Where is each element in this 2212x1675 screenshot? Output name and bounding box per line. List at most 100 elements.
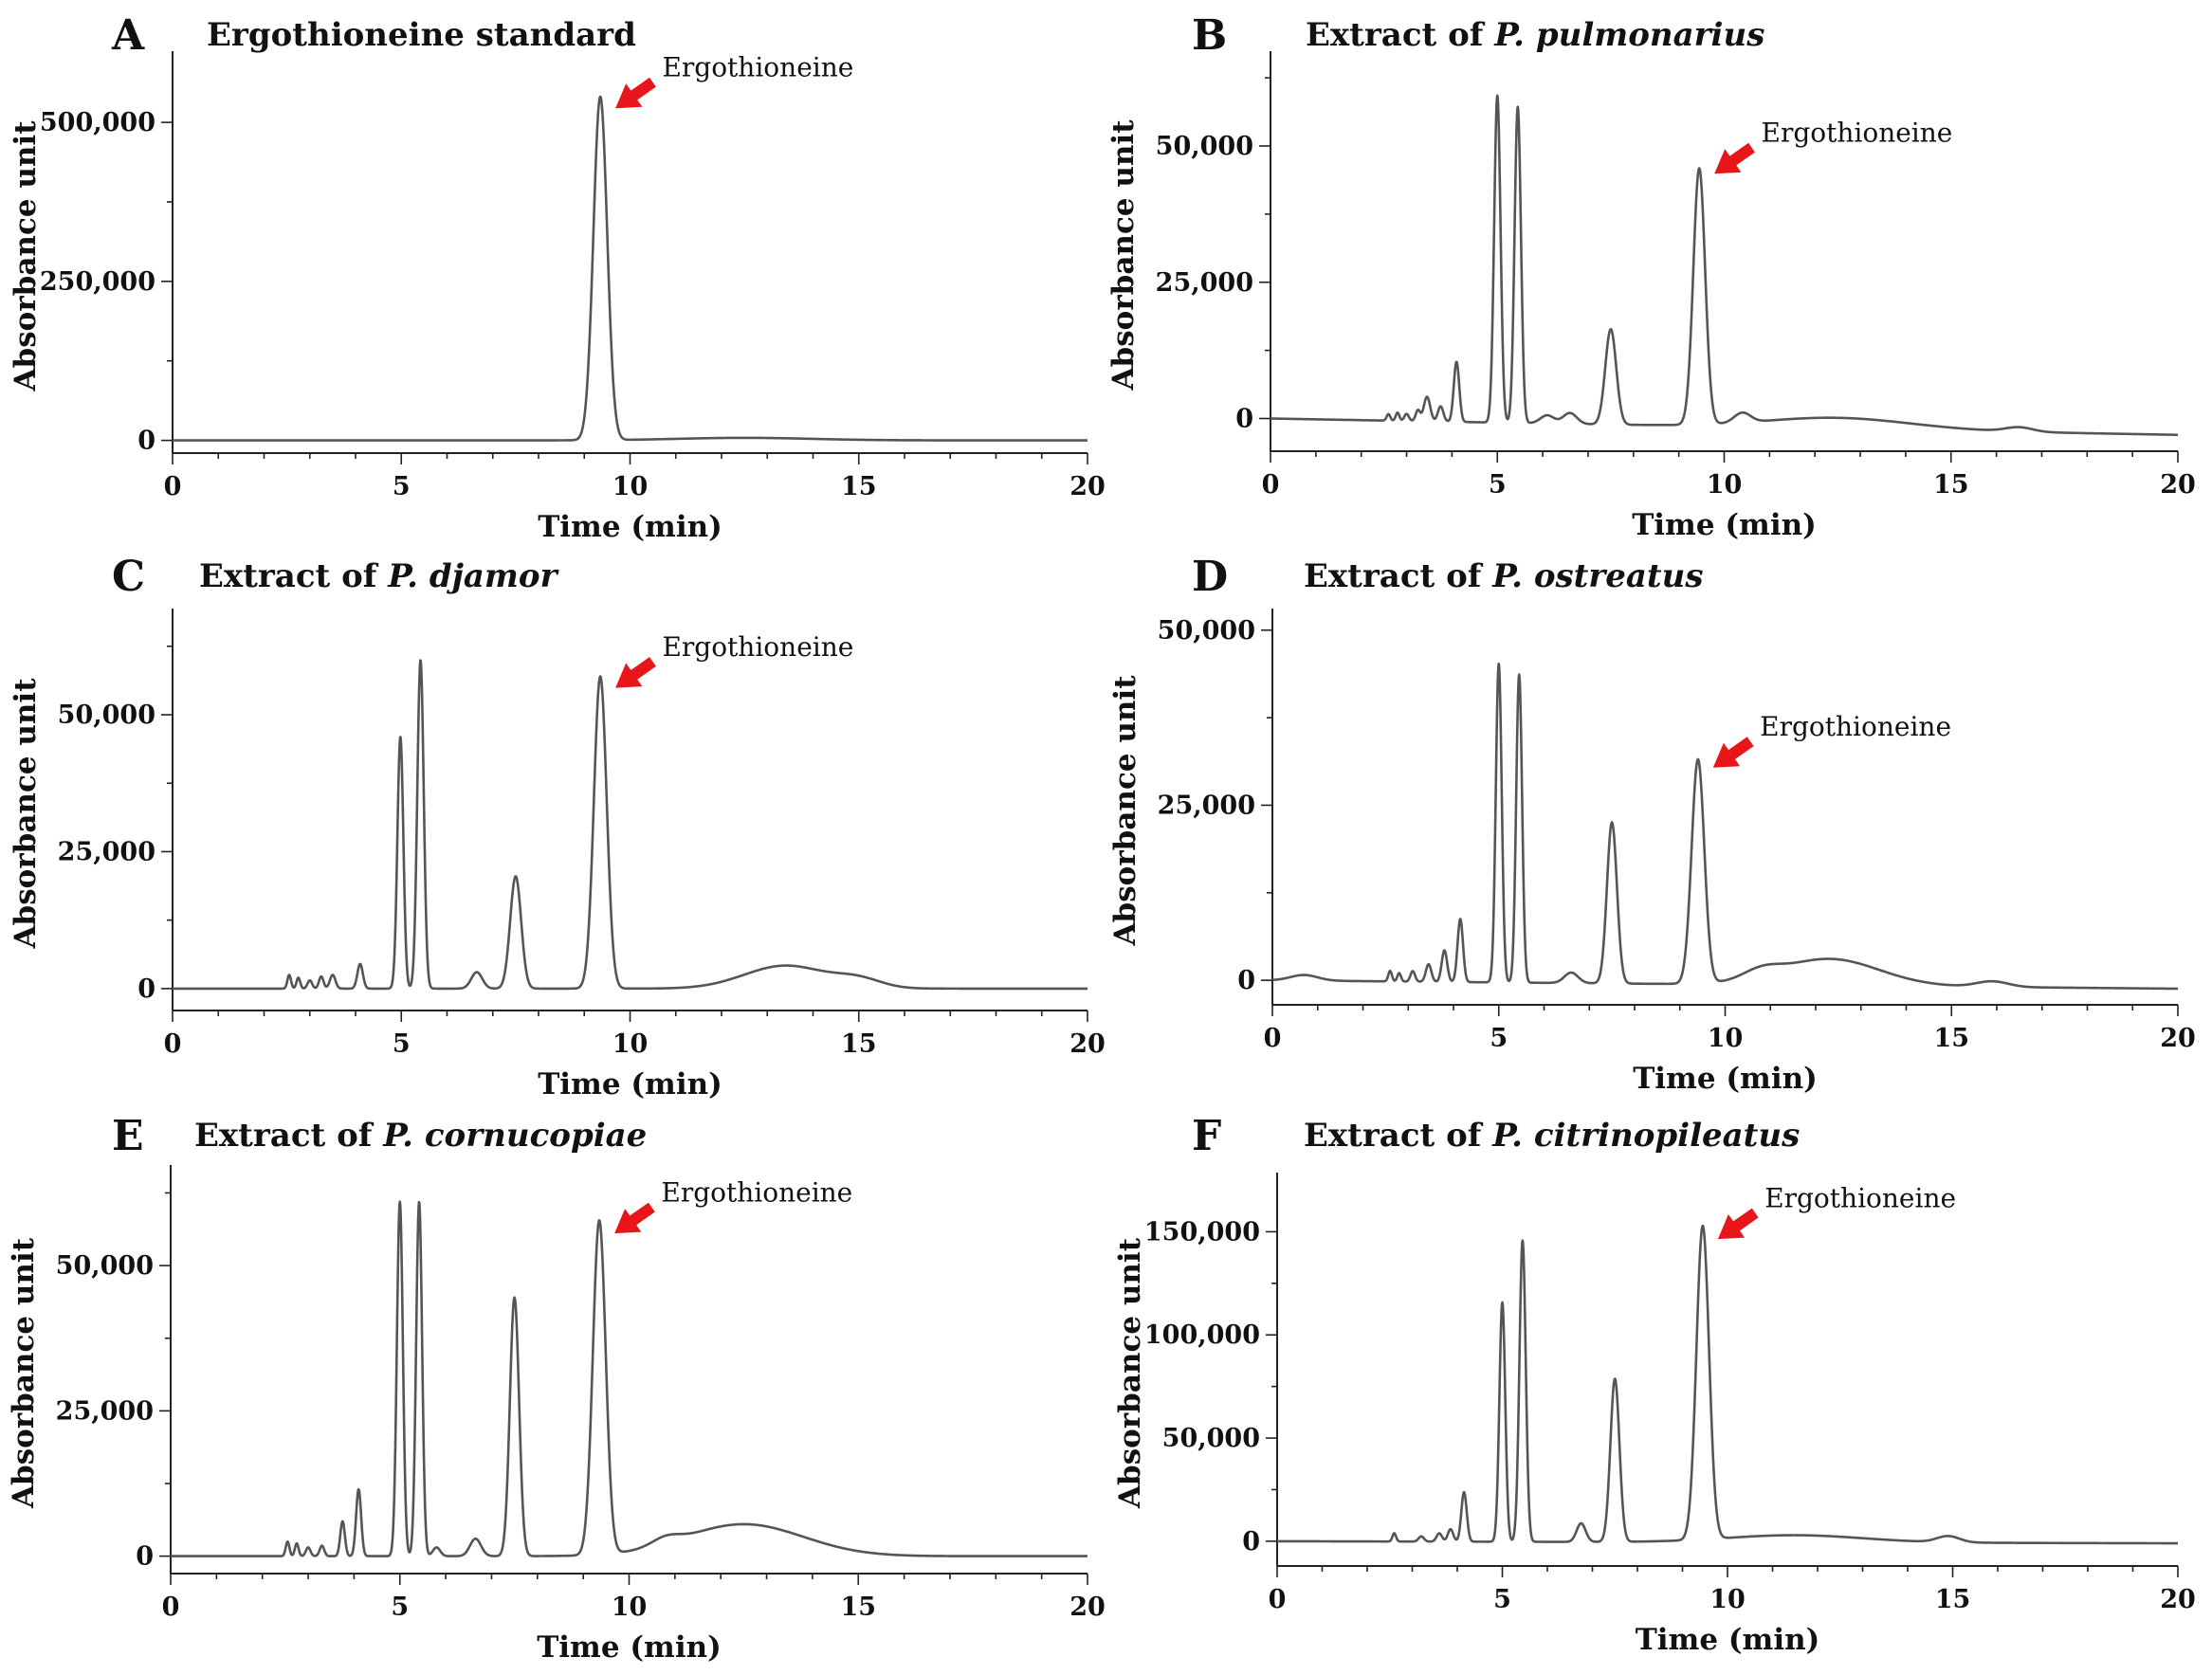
x-tick-label: 5 xyxy=(393,472,411,501)
chromatogram-trace xyxy=(1270,94,2179,437)
x-tick-label: 5 xyxy=(393,1029,411,1059)
ergothioneine-arrow-icon xyxy=(1717,1208,1759,1240)
x-tick-label: 0 xyxy=(1269,1585,1287,1614)
x-tick-label: 5 xyxy=(1489,470,1507,500)
y-tick-label: 25,000 xyxy=(56,1396,154,1426)
x-tick-label: 20 xyxy=(1069,472,1106,501)
panel-letter: B xyxy=(1192,11,1227,60)
y-axis-label: Absorbance unit xyxy=(1113,1237,1147,1509)
panel-letter: A xyxy=(111,11,145,60)
x-axis-label: Time (min) xyxy=(538,510,722,544)
x-tick-label: 0 xyxy=(1264,1024,1282,1053)
y-tick-label: 50,000 xyxy=(1158,616,1255,646)
x-tick-label: 5 xyxy=(391,1593,409,1622)
y-tick-label: 50,000 xyxy=(1156,132,1253,161)
panel-title-text: Extract of xyxy=(1304,557,1492,595)
x-tick-label: 20 xyxy=(2160,1585,2196,1614)
x-axis-label: Time (min) xyxy=(538,1067,722,1101)
panel-b: B Extract of P. pulmonarius 0 5 10 15 20 0 25,00… xyxy=(1106,11,2196,542)
panel-title: Extract of P. pulmonarius xyxy=(1306,16,1764,54)
ergothioneine-peak-label: Ergothioneine xyxy=(1760,711,1951,742)
x-tick-label: 5 xyxy=(1490,1024,1508,1053)
panel-e: E Extract of P. cornucopiae 0 5 10 15 20 0 25,00… xyxy=(7,1112,1106,1665)
y-tick-label: 0 xyxy=(1242,1527,1260,1557)
ergothioneine-arrow-icon xyxy=(1714,142,1755,174)
y-tick-label: 25,000 xyxy=(58,837,155,866)
panel-a: A Ergothioneine standard 0 5 10 15 20 0 250,000 5… xyxy=(9,11,1106,544)
panel-title-text: Ergothioneine standard xyxy=(207,16,636,54)
ergothioneine-peak-label: Ergothioneine xyxy=(1762,118,1953,149)
x-tick-label: 10 xyxy=(612,1593,648,1622)
x-tick-label: 0 xyxy=(164,472,182,501)
x-tick-label: 20 xyxy=(2160,470,2196,500)
x-tick-label: 20 xyxy=(1069,1593,1106,1622)
y-tick-label: 0 xyxy=(137,427,155,456)
y-tick-label: 25,000 xyxy=(1156,268,1253,298)
y-axis-label: Absorbance unit xyxy=(1108,675,1143,947)
panel-letter: C xyxy=(112,553,145,601)
ergothioneine-peak-label: Ergothioneine xyxy=(1764,1183,1956,1214)
y-tick-label: 100,000 xyxy=(1144,1320,1260,1350)
x-tick-label: 20 xyxy=(1069,1029,1106,1059)
x-tick-label: 15 xyxy=(1933,470,1969,500)
x-tick-label: 0 xyxy=(1262,470,1280,500)
x-tick-label: 10 xyxy=(612,472,649,501)
panel-title: Ergothioneine standard xyxy=(207,16,636,54)
panel-title: Extract of P. cornucopiae xyxy=(194,1117,647,1155)
x-axis-label: Time (min) xyxy=(1636,1623,1820,1657)
panel-letter: D xyxy=(1192,553,1228,601)
x-tick-label: 0 xyxy=(164,1029,182,1059)
panel-title-text: Extract of xyxy=(1304,1117,1492,1155)
panel-title-text: Extract of xyxy=(199,557,388,595)
panel-letter: F xyxy=(1192,1112,1221,1160)
y-tick-label: 0 xyxy=(1237,966,1255,995)
y-tick-label: 500,000 xyxy=(40,108,155,137)
x-tick-label: 15 xyxy=(841,1029,877,1059)
x-tick-label: 0 xyxy=(162,1593,180,1622)
x-tick-label: 10 xyxy=(1708,1024,1744,1053)
y-tick-label: 0 xyxy=(1235,405,1253,434)
chromatogram-trace xyxy=(1276,1224,2179,1545)
ergothioneine-peak-label: Ergothioneine xyxy=(661,1177,852,1209)
chromatogram-trace xyxy=(1271,662,2179,991)
ergothioneine-arrow-icon xyxy=(1712,737,1754,768)
y-tick-label: 50,000 xyxy=(1162,1424,1260,1453)
ergothioneine-arrow-icon xyxy=(614,1202,655,1234)
ergothioneine-peak-label: Ergothioneine xyxy=(662,52,853,83)
y-axis-label: Absorbance unit xyxy=(9,678,43,950)
panel-c: C Extract of P. djamor 0 5 10 15 20 0 25,000 50,0… xyxy=(9,553,1106,1101)
panel-title-species: P. citrinopileatus xyxy=(1491,1117,1800,1155)
panel-title-species: P. djamor xyxy=(387,557,558,595)
x-tick-label: 5 xyxy=(1493,1585,1511,1614)
x-tick-label: 15 xyxy=(841,472,877,501)
x-tick-label: 15 xyxy=(1935,1585,1971,1614)
y-axis-label: Absorbance unit xyxy=(1106,119,1141,391)
panel-d: D Extract of P. ostreatus 0 5 10 15 20 0 25,000 5… xyxy=(1108,553,2196,1096)
chromatogram-trace xyxy=(172,95,1088,442)
ergothioneine-arrow-icon xyxy=(615,657,656,688)
chromatogram-trace xyxy=(172,659,1088,991)
x-axis-label: Time (min) xyxy=(1632,508,1817,542)
x-tick-label: 15 xyxy=(1933,1024,1969,1053)
x-tick-label: 20 xyxy=(2160,1024,2196,1053)
y-tick-label: 25,000 xyxy=(1158,791,1255,820)
panel-title-species: P. pulmonarius xyxy=(1493,16,1764,54)
y-tick-label: 50,000 xyxy=(56,1251,154,1281)
panel-title: Extract of P. djamor xyxy=(199,557,559,595)
x-tick-label: 10 xyxy=(1707,470,1743,500)
y-tick-label: 0 xyxy=(137,974,155,1004)
y-tick-label: 150,000 xyxy=(1144,1217,1260,1247)
panel-f: F Extract of P. citrinopileatus 0 5 10 15 20 0 5… xyxy=(1113,1112,2196,1657)
panel-title-species: P. cornucopiae xyxy=(382,1117,647,1155)
y-tick-label: 50,000 xyxy=(58,701,155,730)
panel-title-species: P. ostreatus xyxy=(1491,557,1703,595)
panel-title: Extract of P. ostreatus xyxy=(1304,557,1704,595)
y-axis-label: Absorbance unit xyxy=(7,1237,41,1509)
y-tick-label: 250,000 xyxy=(40,267,155,297)
y-tick-label: 0 xyxy=(136,1542,154,1572)
x-tick-label: 15 xyxy=(840,1593,876,1622)
ergothioneine-peak-label: Ergothioneine xyxy=(662,631,853,663)
panel-title-text: Extract of xyxy=(1306,16,1494,54)
x-tick-label: 10 xyxy=(1709,1585,1746,1614)
